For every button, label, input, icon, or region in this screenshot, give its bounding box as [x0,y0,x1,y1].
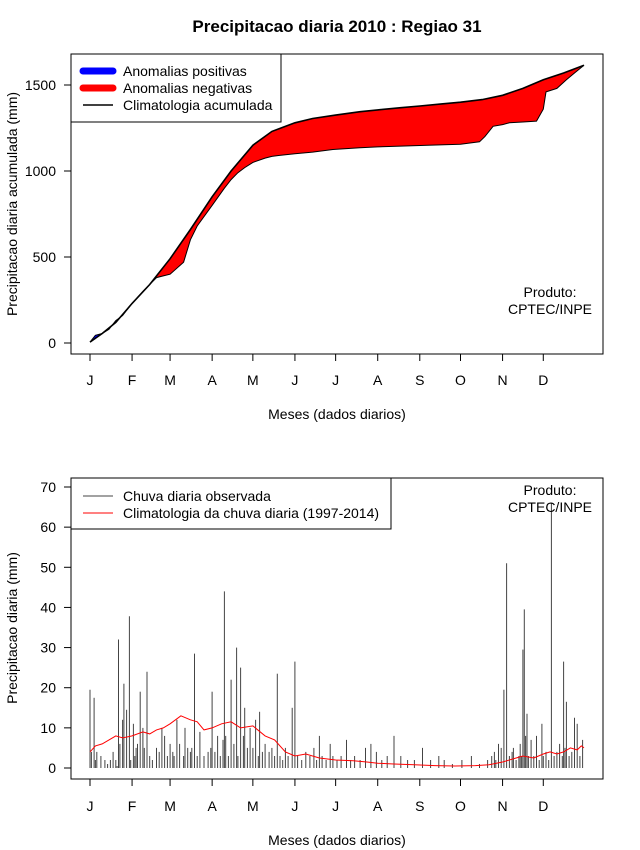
x-tick-label-bottom: J [291,798,298,814]
x-tick-label-top: N [498,372,508,388]
x-tick-label-bottom: J [87,798,94,814]
x-axis-label-top: Meses (dados diarios) [268,406,406,422]
x-axis-label-bottom: Meses (dados diarios) [268,832,406,848]
y-axis-label-bottom: Precipitacao diaria (mm) [4,552,20,704]
y-tick-label-bottom: 10 [40,720,56,736]
x-tick-label-bottom: M [247,798,259,814]
y-axis-top: 0 500 1000 1500 [25,77,72,351]
y-tick-label-bottom: 20 [40,680,56,696]
climatology-cumulative-line [89,64,585,343]
legend-label-climatology: Climatologia acumulada [123,97,273,113]
y-tick-label-bottom: 0 [48,760,56,776]
x-tick-label-bottom: D [538,798,548,814]
y-tick-label-top: 0 [48,335,56,351]
y-tick-label-bottom: 60 [40,519,56,535]
y-tick-label-top: 1500 [25,77,56,93]
x-tick-label-top: J [332,372,339,388]
x-tick-label-top: D [538,372,548,388]
daily-bars [89,503,584,768]
negative-anomaly-area [151,65,584,284]
x-tick-label-bottom: J [332,798,339,814]
y-tick-label-bottom: 40 [40,599,56,615]
y-axis-bottom: 0 10 20 30 40 50 60 70 [40,479,72,776]
x-tick-label-top: F [128,372,137,388]
x-tick-label-top: O [455,372,466,388]
legend-box-bottom [70,477,392,530]
y-tick-label-bottom: 30 [40,640,56,656]
x-tick-label-top: A [207,372,217,388]
chart-title: Precipitacao diaria 2010 : Regiao 31 [192,17,481,36]
x-tick-label-top: J [291,372,298,388]
legend-label-negative: Anomalias negativas [123,80,252,96]
series-lines [89,64,585,343]
legend-label-positive: Anomalias positivas [123,63,247,79]
cumulative-panel: 0 500 1000 1500 J F M A M J J A S O N D Meses (dados d… [4,53,604,422]
x-tick-label-bottom: A [207,798,217,814]
x-tick-label-top: J [87,372,94,388]
x-tick-label-bottom: O [455,798,466,814]
x-tick-label-top: M [247,372,259,388]
climatology-line-group [89,715,585,767]
y-axis-label-top: Precipitacao diaria acumulada (mm) [4,92,20,316]
observed-cumulative-line [89,64,585,343]
product-note-line2-bottom: CPTEC/INPE [508,499,592,515]
y-tick-label-top: 500 [33,249,57,265]
legend-top: Anomalias positivas Anomalias negativas … [70,53,282,123]
x-tick-label-top: M [164,372,176,388]
legend-bottom: Chuva diaria observada Climatologia da c… [70,477,392,530]
daily-panel: 0 10 20 30 40 50 60 70 J F M A M J J A S O N D Meses (dado… [4,477,604,848]
product-note-line1-bottom: Produto: [524,482,577,498]
x-tick-label-bottom: F [128,798,137,814]
legend-label-observed: Chuva diaria observada [123,488,271,504]
legend-label-climatology-daily: Climatologia da chuva diaria (1997-2014) [123,505,379,521]
x-tick-label-bottom: S [415,798,424,814]
x-tick-label-bottom: A [373,798,383,814]
x-tick-label-top: S [415,372,424,388]
product-note-line2-top: CPTEC/INPE [508,301,592,317]
x-tick-label-top: A [373,372,383,388]
climatology-daily-line [89,715,585,767]
y-tick-label-top: 1000 [25,163,56,179]
x-tick-label-bottom: M [164,798,176,814]
product-note-line1-top: Produto: [524,284,577,300]
y-tick-label-bottom: 50 [40,559,56,575]
x-tick-label-bottom: N [498,798,508,814]
y-tick-label-bottom: 70 [40,479,56,495]
